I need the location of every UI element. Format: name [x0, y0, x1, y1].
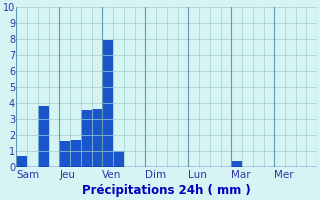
- Bar: [231, 161, 242, 167]
- Bar: [102, 40, 113, 167]
- Bar: [38, 106, 49, 167]
- Bar: [92, 109, 102, 167]
- Bar: [60, 141, 70, 167]
- Bar: [81, 110, 92, 167]
- Bar: [113, 151, 124, 167]
- Bar: [16, 156, 27, 167]
- Bar: [70, 140, 81, 167]
- X-axis label: Précipitations 24h ( mm ): Précipitations 24h ( mm ): [83, 184, 251, 197]
